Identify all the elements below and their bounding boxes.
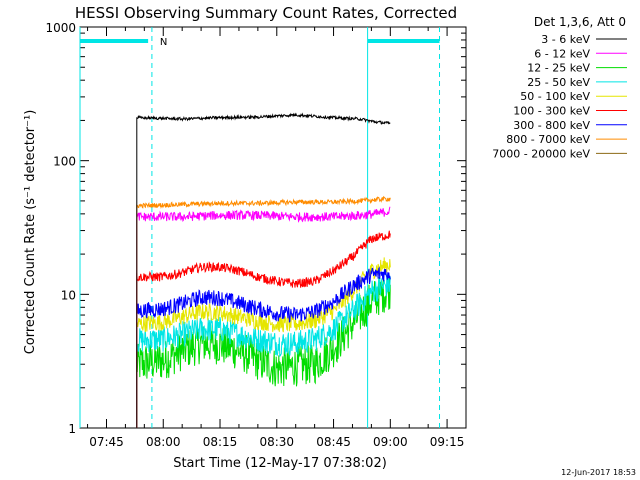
y-tick-label: 10: [61, 288, 76, 302]
generated-timestamp: 12-Jun-2017 18:53: [561, 468, 636, 477]
series-line-6-12keV: [136, 206, 391, 428]
series-line-100-300keV: [136, 230, 391, 428]
series-line-3-6keV: [136, 112, 391, 428]
legend-label: 12 - 25 keV: [527, 62, 590, 75]
legend-label: 50 - 100 keV: [520, 90, 590, 103]
legend-label: 25 - 50 keV: [527, 76, 590, 89]
x-tick-label: 09:15: [430, 435, 465, 449]
series-line-300-800keV: [136, 266, 391, 428]
legend-label: 300 - 800 keV: [513, 119, 590, 132]
x-tick-label: 07:45: [89, 435, 124, 449]
x-tick-label: 08:45: [316, 435, 351, 449]
series-line-800-7000keV: [136, 195, 391, 428]
legend-label: 7000 - 20000 keV: [492, 147, 590, 160]
y-axis-label-text: Corrected Count Rate (s⁻¹ detector⁻¹): [23, 110, 38, 355]
plot-area: 1 10 100 1000 07:45 08:00 08:15 08:30 08:45 09:00…: [45, 21, 467, 449]
legend-label: 3 - 6 keV: [541, 33, 590, 46]
chart-title: HESSI Observing Summary Count Rates, Cor…: [75, 4, 457, 22]
legend-label: 6 - 12 keV: [534, 47, 590, 60]
x-tick-label: 09:00: [373, 435, 408, 449]
y-tick-label: 1: [68, 422, 76, 436]
legend-label: 800 - 7000 keV: [506, 133, 590, 146]
y-tick-label: 1000: [45, 21, 76, 35]
series-line-50-100keV: [136, 257, 391, 428]
x-tick-label: 08:00: [146, 435, 181, 449]
legend-header: Det 1,3,6, Att 0: [534, 15, 626, 29]
y-axis-label: Corrected Count Rate (s⁻¹ detector⁻¹): [23, 110, 38, 355]
series-line-12-25keV: [136, 275, 391, 428]
x-tick-label: 08:15: [203, 435, 238, 449]
flag-label: N: [160, 37, 167, 48]
x-tick-label: 08:30: [259, 435, 294, 449]
series-line-25-50keV: [136, 273, 391, 428]
y-tick-label: 100: [53, 155, 76, 169]
x-axis-label: Start Time (12-May-17 07:38:02): [173, 456, 387, 471]
legend-label: 100 - 300 keV: [513, 105, 590, 118]
